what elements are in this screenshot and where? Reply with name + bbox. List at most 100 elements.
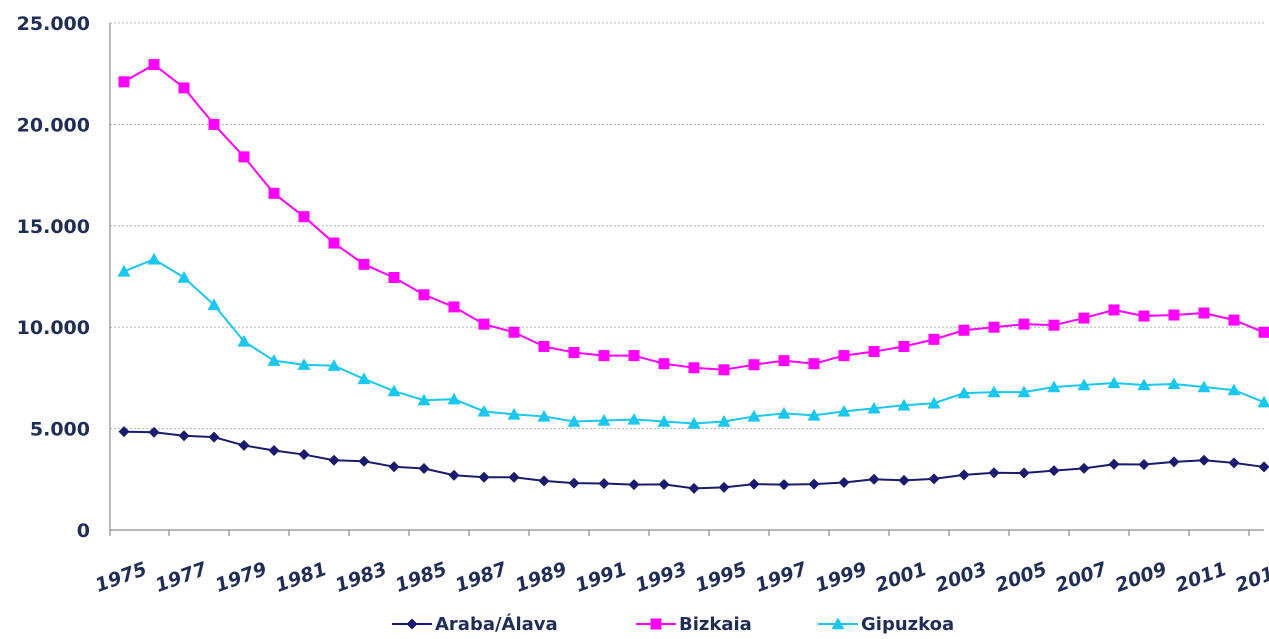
data-point <box>777 406 791 419</box>
series-line <box>123 258 1265 425</box>
data-point <box>868 346 880 358</box>
data-point <box>358 455 370 467</box>
series-araba-lava <box>118 426 1269 494</box>
data-point <box>357 372 371 385</box>
data-point <box>747 409 761 422</box>
x-tick-label: 1991 <box>572 558 629 597</box>
x-tick-label: 1977 <box>152 558 210 597</box>
y-tick-label: 25.000 <box>17 13 90 35</box>
data-point <box>657 415 671 427</box>
data-point <box>238 439 250 451</box>
data-point <box>388 272 400 284</box>
x-tick-label: 2013 <box>1232 558 1269 597</box>
data-point <box>328 237 340 249</box>
data-point <box>1078 462 1090 474</box>
data-point <box>718 481 730 493</box>
data-point <box>1077 378 1091 391</box>
data-point <box>538 475 550 487</box>
legend-label: Araba/Álava <box>435 613 558 635</box>
data-point <box>658 358 670 370</box>
data-point <box>417 393 431 406</box>
x-tick-label: 1999 <box>812 558 869 597</box>
x-tick-label: 2001 <box>872 558 929 597</box>
legend-marker <box>831 617 845 630</box>
data-point <box>178 82 190 94</box>
data-point <box>988 467 1000 479</box>
data-point <box>1078 312 1090 324</box>
legend-label: Gipuzkoa <box>861 614 954 635</box>
data-point <box>598 478 610 490</box>
data-point <box>838 350 850 362</box>
y-tick-labels: 0 5.000 10.000 15.000 20.000 25.000 <box>17 13 90 542</box>
x-tick-label: 1985 <box>392 558 449 597</box>
data-point <box>538 340 550 352</box>
data-point <box>508 471 520 483</box>
x-tick-label: 1997 <box>752 558 810 597</box>
legend-marker <box>406 618 418 630</box>
data-point <box>297 358 311 370</box>
data-point <box>1228 314 1240 326</box>
data-point <box>808 358 820 370</box>
data-point <box>688 362 700 374</box>
legend-marker <box>650 618 662 630</box>
series-line <box>123 430 1265 490</box>
data-point <box>567 415 581 427</box>
data-point <box>688 482 700 494</box>
data-point <box>928 333 940 345</box>
data-point <box>1228 457 1240 469</box>
data-point <box>1198 307 1210 319</box>
y-tick-label: 10.000 <box>17 317 90 339</box>
data-point <box>1258 461 1269 473</box>
data-point <box>898 340 910 352</box>
x-tick-label: 1983 <box>332 558 389 597</box>
data-point <box>1167 377 1181 390</box>
y-tick-label: 0 <box>77 520 90 542</box>
data-point <box>628 479 640 491</box>
data-point <box>418 463 430 475</box>
data-point <box>658 478 670 490</box>
data-point <box>237 334 251 347</box>
data-point <box>117 264 131 277</box>
data-point <box>537 409 551 422</box>
data-point <box>1018 467 1030 479</box>
data-point <box>778 355 790 367</box>
data-point <box>208 118 220 130</box>
x-tick-label: 1995 <box>692 558 749 597</box>
x-tick-label: 2007 <box>1052 558 1110 597</box>
data-point <box>447 392 461 405</box>
series-bizkaia <box>118 59 1269 376</box>
legend-label: Bizkaia <box>679 614 752 635</box>
data-point <box>807 408 821 421</box>
data-point <box>988 321 1000 333</box>
y-tick-label: 5.000 <box>30 419 90 441</box>
data-point <box>687 417 701 429</box>
data-point <box>748 359 760 371</box>
data-point <box>1108 458 1120 470</box>
data-point <box>748 478 760 490</box>
data-point <box>118 76 130 88</box>
data-point <box>448 469 460 481</box>
data-point <box>118 426 130 438</box>
data-point <box>868 473 880 485</box>
data-point <box>628 350 640 362</box>
data-point <box>1108 304 1120 316</box>
data-point <box>298 449 310 461</box>
data-point <box>298 211 310 223</box>
data-point <box>478 318 490 330</box>
data-point <box>1107 376 1121 389</box>
data-point <box>207 298 221 311</box>
data-point <box>897 398 911 411</box>
data-point <box>267 354 281 366</box>
data-point <box>478 471 490 483</box>
data-point <box>718 364 730 376</box>
data-point <box>627 412 641 425</box>
data-point <box>957 386 971 399</box>
data-point <box>1227 383 1241 396</box>
data-point <box>208 431 220 443</box>
data-point <box>448 301 460 313</box>
data-point <box>1168 309 1180 321</box>
legend-item: Bizkaia <box>636 614 752 635</box>
data-point <box>1168 456 1180 468</box>
x-tick-label: 2009 <box>1112 558 1169 597</box>
axes <box>109 23 1264 536</box>
